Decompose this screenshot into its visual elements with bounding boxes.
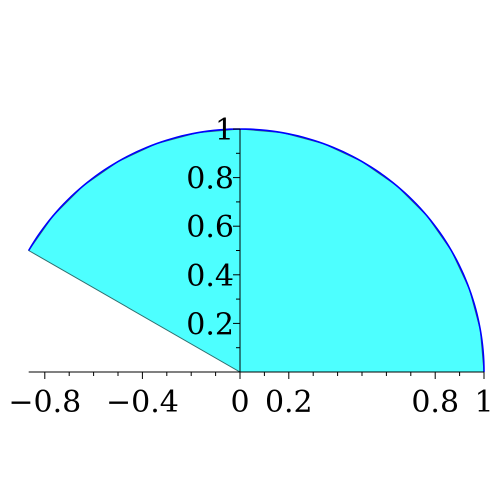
y-tick-label: 0.6 — [186, 210, 234, 245]
x-tick-label: −0.4 — [106, 385, 179, 420]
y-tick-label: 0.8 — [186, 162, 234, 197]
y-tick-label: 0.2 — [186, 307, 234, 342]
sector-fill — [29, 129, 484, 372]
x-tick-label: 0 — [230, 385, 249, 420]
x-tick-label: −0.8 — [8, 385, 81, 420]
sector-fill-layer — [29, 129, 484, 372]
x-tick-label: 0.8 — [411, 385, 459, 420]
y-tick-label: 0.4 — [186, 259, 234, 294]
x-tick-label: 0.2 — [265, 385, 313, 420]
y-tick-label: 1 — [215, 113, 234, 148]
x-tick-label: 1 — [474, 385, 493, 420]
